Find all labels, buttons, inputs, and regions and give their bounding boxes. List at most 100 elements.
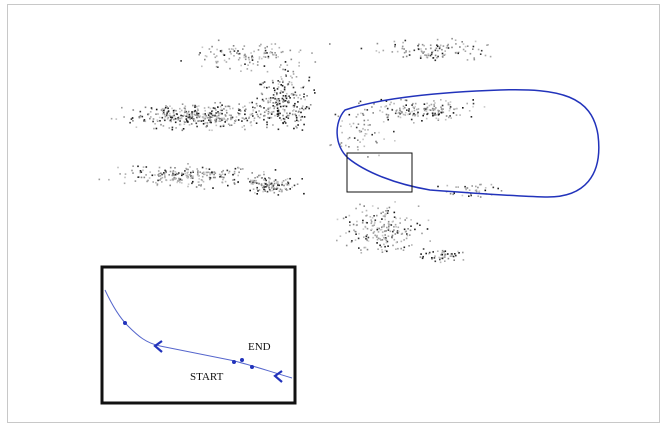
map-point — [221, 176, 223, 178]
zoom-region-box — [346, 152, 413, 193]
map-point — [221, 119, 223, 121]
map-point — [160, 172, 162, 175]
map-point — [484, 187, 487, 189]
inset-point — [123, 321, 127, 325]
map-point — [261, 186, 264, 189]
map-point — [277, 109, 280, 112]
map-point — [202, 116, 205, 119]
map-point — [358, 129, 361, 132]
map-point — [421, 120, 423, 122]
map-point — [362, 219, 364, 222]
map-point — [188, 124, 191, 126]
map-point — [199, 52, 201, 54]
map-point — [429, 240, 431, 242]
map-point — [421, 43, 424, 46]
map-point — [183, 114, 185, 117]
map-point — [123, 182, 126, 185]
map-point — [224, 180, 227, 183]
map-point — [466, 102, 468, 105]
map-point — [193, 113, 196, 116]
map-point — [285, 183, 287, 185]
map-point — [417, 108, 420, 110]
map-point — [394, 45, 396, 48]
map-point — [420, 253, 422, 255]
map-point — [222, 124, 225, 127]
map-point — [187, 168, 189, 171]
map-point — [372, 224, 374, 227]
map-point — [221, 112, 223, 115]
map-point — [379, 238, 381, 240]
map-point — [189, 117, 191, 120]
map-point — [233, 178, 236, 181]
map-point — [261, 93, 264, 96]
map-point — [139, 171, 141, 174]
map-point — [248, 101, 251, 104]
map-point — [355, 116, 358, 118]
map-point — [352, 122, 355, 125]
map-point — [341, 120, 343, 122]
map-point — [277, 56, 279, 58]
map-point — [471, 185, 473, 187]
map-point — [283, 184, 285, 187]
map-point — [263, 171, 265, 173]
map-point — [475, 189, 478, 191]
map-point — [262, 190, 264, 193]
map-point — [204, 55, 207, 57]
map-point — [151, 174, 154, 177]
map-point — [434, 59, 437, 62]
map-point — [367, 236, 370, 239]
map-point — [364, 246, 367, 249]
map-point — [213, 171, 216, 173]
map-point — [215, 55, 218, 57]
map-point — [393, 216, 396, 218]
map-point — [217, 66, 219, 68]
map-point — [450, 117, 452, 119]
map-point — [206, 122, 208, 124]
map-point — [449, 115, 451, 117]
map-point — [277, 128, 280, 131]
map-point — [289, 188, 291, 190]
map-point — [181, 103, 184, 105]
map-point — [462, 43, 465, 45]
map-point — [197, 115, 200, 117]
map-point — [345, 232, 347, 234]
map-point — [432, 114, 434, 117]
map-point — [379, 221, 382, 223]
map-point — [437, 109, 439, 112]
map-point — [259, 113, 262, 116]
map-point — [336, 239, 338, 242]
map-point — [340, 125, 342, 127]
map-point — [240, 64, 242, 67]
map-point — [432, 251, 434, 253]
map-point — [172, 172, 174, 175]
map-point — [386, 240, 389, 243]
map-point — [345, 244, 348, 247]
map-point — [298, 110, 300, 113]
map-point — [163, 113, 166, 116]
map-point — [366, 227, 369, 230]
map-point — [472, 105, 474, 108]
map-point — [246, 119, 249, 122]
map-point — [361, 222, 364, 224]
map-point — [157, 179, 159, 182]
map-point — [147, 179, 149, 182]
map-point — [262, 55, 265, 58]
map-point — [408, 110, 410, 112]
map-point — [254, 181, 256, 184]
map-point — [288, 183, 290, 186]
map-point — [416, 222, 419, 225]
map-point — [163, 118, 166, 121]
map-point — [365, 209, 368, 212]
map-point — [245, 55, 247, 58]
map-point — [263, 173, 265, 176]
map-point — [217, 111, 219, 113]
map-point — [274, 91, 276, 94]
map-point — [461, 194, 464, 197]
map-point — [252, 181, 254, 184]
map-point — [442, 111, 445, 114]
map-point — [209, 178, 211, 181]
map-point — [442, 45, 445, 47]
map-point — [230, 53, 232, 55]
map-point — [364, 226, 367, 229]
map-point — [238, 167, 240, 169]
